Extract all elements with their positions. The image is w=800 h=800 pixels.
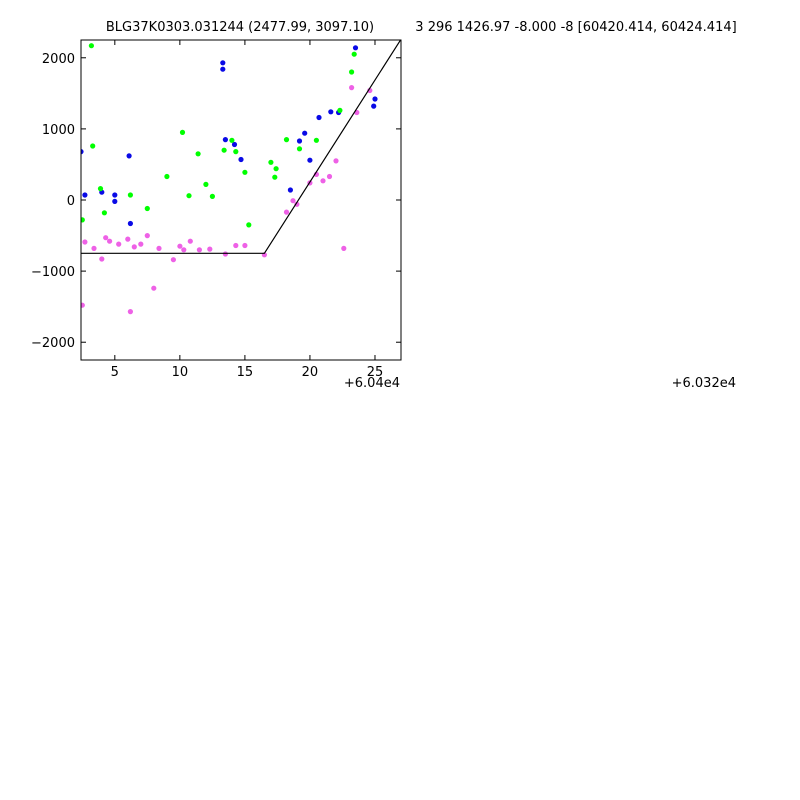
data-point — [82, 239, 88, 245]
data-point — [127, 220, 133, 227]
y-tick-label: 1000 — [42, 123, 75, 138]
data-point — [221, 147, 227, 153]
data-point — [107, 238, 113, 244]
data-point — [116, 241, 122, 247]
data-point — [126, 153, 132, 159]
model-line — [81, 40, 401, 254]
data-point — [186, 193, 192, 199]
data-point — [112, 192, 118, 198]
data-point — [328, 109, 334, 115]
data-point — [272, 174, 278, 180]
data-point — [349, 69, 355, 75]
data-point — [313, 137, 319, 143]
data-point — [187, 238, 193, 244]
data-point — [242, 242, 248, 249]
data-point — [333, 158, 339, 164]
panel-top-left-title: BLG37K0303.031244 (2477.99, 3097.10)2040… — [106, 20, 374, 35]
data-point — [349, 85, 355, 91]
data-point — [151, 285, 157, 291]
data-point — [337, 107, 343, 113]
data-point — [144, 205, 150, 212]
data-point — [326, 173, 333, 180]
data-point — [181, 247, 187, 253]
data-point — [90, 143, 96, 149]
data-point — [220, 66, 226, 72]
data-point — [238, 156, 244, 163]
data-point — [131, 244, 137, 250]
data-point — [283, 209, 290, 215]
data-point — [209, 193, 215, 199]
data-point — [164, 173, 170, 180]
data-point — [296, 146, 303, 152]
x-tick-label: 5 — [111, 365, 119, 380]
panel-top-right-title: 3 296 1426.97 -8.000 -8 [60420.414, 6042… — [415, 20, 736, 35]
data-point — [103, 235, 109, 241]
data-point — [170, 257, 176, 263]
data-point — [99, 256, 105, 262]
data-point — [372, 96, 378, 102]
panel-top-left-x-offset: +6.04e4582005840059400596005980060000602… — [344, 376, 400, 391]
data-point — [352, 45, 359, 51]
data-point — [101, 210, 107, 216]
panel-top-left: BLG37K0303.031244 (2477.99, 3097.10)2040… — [31, 20, 402, 391]
panel-top-right: 3 296 1426.97 -8.000 -8 [60420.414, 6042… — [415, 20, 736, 391]
data-point — [283, 137, 290, 143]
data-point — [195, 151, 201, 157]
y-tick-label: −2000 — [31, 336, 75, 351]
data-point — [156, 245, 162, 251]
data-point — [88, 43, 94, 49]
data-point — [296, 138, 303, 144]
data-point — [222, 137, 228, 143]
x-tick-label: 20 — [302, 365, 319, 380]
data-point — [138, 241, 144, 247]
data-point — [233, 149, 239, 155]
data-point — [229, 137, 235, 143]
x-tick-label: 10 — [172, 365, 189, 380]
data-point — [302, 130, 308, 136]
y-tick-label: −1000 — [31, 265, 75, 280]
scatter-points — [81, 40, 401, 315]
data-point — [127, 309, 133, 315]
data-point — [294, 201, 300, 207]
data-point — [242, 169, 248, 175]
data-point — [220, 60, 226, 66]
data-point — [307, 157, 313, 163]
data-point — [82, 192, 88, 198]
data-point — [351, 51, 357, 57]
data-point — [177, 243, 183, 249]
data-point — [320, 178, 326, 184]
data-point — [287, 187, 293, 193]
data-point — [203, 181, 209, 187]
data-point — [81, 149, 84, 155]
y-tick-label: 0 — [67, 194, 75, 209]
data-point — [222, 251, 228, 257]
data-point — [371, 103, 377, 109]
data-point — [290, 198, 296, 204]
data-point — [112, 198, 118, 204]
data-point — [81, 217, 85, 223]
data-point — [273, 166, 279, 172]
data-point — [81, 302, 85, 308]
data-point — [341, 245, 347, 251]
data-point — [233, 242, 239, 249]
data-point — [268, 159, 274, 165]
y-tick-label: 2000 — [42, 52, 75, 67]
panel-top-right-x-offset: +6.032e4 — [672, 376, 736, 391]
data-point — [97, 186, 104, 192]
data-point — [231, 141, 238, 148]
data-point — [196, 247, 202, 253]
data-point — [125, 236, 131, 242]
data-point — [316, 114, 322, 121]
x-tick-label: 15 — [237, 365, 254, 380]
data-point — [127, 192, 133, 198]
data-point — [144, 233, 150, 239]
data-point — [207, 246, 213, 252]
x-tick-label: 25 — [367, 365, 384, 380]
data-point — [179, 129, 186, 135]
data-point — [246, 222, 252, 228]
data-point — [91, 245, 97, 251]
